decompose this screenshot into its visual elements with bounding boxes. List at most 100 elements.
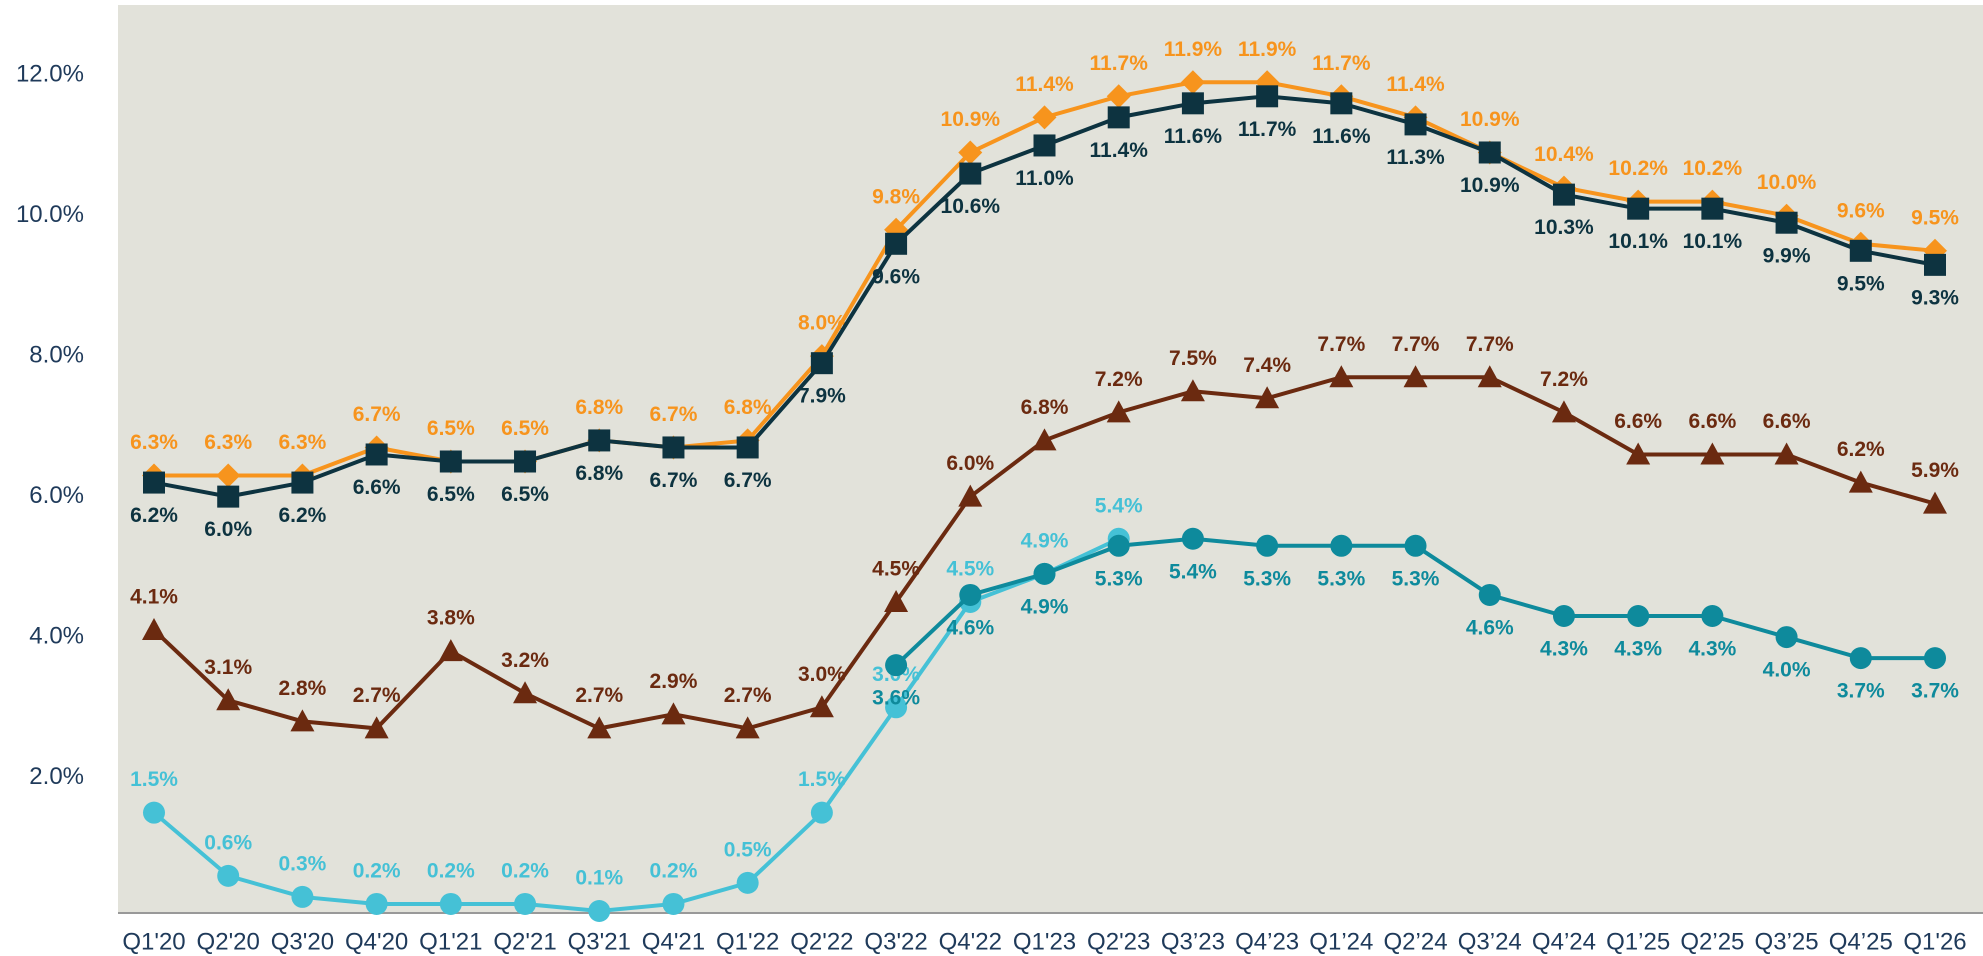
marker	[1701, 605, 1724, 628]
marker	[662, 436, 685, 459]
data-label: 11.4%	[1090, 139, 1149, 162]
marker	[736, 871, 759, 894]
marker	[958, 140, 983, 165]
data-label: 4.6%	[946, 616, 994, 639]
x-tick-label: Q1’25	[1606, 928, 1670, 955]
marker	[1924, 647, 1946, 670]
marker	[662, 892, 685, 915]
data-label: 6.7%	[353, 403, 401, 426]
data-label: 5.9%	[1911, 459, 1959, 482]
data-label: 3.2%	[501, 649, 549, 672]
x-tick-label: Q1'21	[419, 928, 482, 955]
x-tick-label: Q2’24	[1384, 928, 1448, 955]
data-label: 6.0%	[204, 518, 252, 541]
data-label: 6.3%	[130, 431, 178, 454]
marker	[735, 716, 760, 739]
x-tick-label: Q4'20	[345, 928, 408, 955]
marker	[588, 899, 611, 922]
x-tick-label: Q4’24	[1532, 928, 1596, 955]
x-tick-label: Q3'21	[568, 928, 631, 955]
data-label: 4.9%	[1021, 529, 1069, 552]
y-tick-label: 4.0%	[29, 622, 84, 649]
data-label: 11.0%	[1015, 167, 1074, 190]
data-label: 7.7%	[1466, 333, 1514, 356]
marker	[1848, 470, 1873, 493]
data-label: 7.2%	[1095, 368, 1143, 391]
data-label: 6.7%	[650, 403, 698, 426]
data-label: 3.6%	[872, 687, 920, 710]
marker	[364, 716, 389, 739]
marker	[1849, 647, 1872, 670]
x-tick-label: Q1'20	[122, 928, 185, 955]
data-label: 2.7%	[575, 684, 623, 707]
marker	[1775, 626, 1798, 649]
data-label: 4.3%	[1540, 638, 1588, 661]
data-label: 0.3%	[278, 852, 326, 875]
data-label: 9.6%	[1837, 199, 1885, 222]
marker	[1033, 134, 1056, 157]
data-label: 5.3%	[1392, 567, 1440, 590]
marker	[513, 681, 538, 704]
data-label: 4.5%	[872, 558, 920, 581]
data-label: 6.2%	[278, 504, 326, 527]
x-tick-label: Q1'22	[716, 928, 779, 955]
data-label: 10.1%	[1683, 230, 1743, 253]
data-label: 4.5%	[946, 558, 994, 581]
data-label: 9.5%	[1837, 272, 1885, 295]
data-label: 10.9%	[941, 108, 1001, 131]
data-label: 6.6%	[1763, 410, 1811, 433]
marker	[1552, 605, 1575, 628]
marker	[885, 696, 908, 719]
marker	[438, 639, 463, 662]
data-label: 6.6%	[353, 476, 401, 499]
marker	[884, 589, 909, 612]
marker	[1849, 239, 1872, 262]
x-tick-label: Q3'20	[271, 928, 334, 955]
marker	[439, 892, 462, 915]
data-label: 4.0%	[1763, 659, 1811, 682]
data-label: 1.5%	[798, 768, 846, 791]
data-label: 3.7%	[1837, 680, 1885, 703]
data-label: 2.9%	[650, 670, 698, 693]
data-label: 5.3%	[1317, 567, 1365, 590]
data-label: 9.5%	[1911, 206, 1959, 229]
marker	[1330, 92, 1353, 115]
x-tick-label: Q2’25	[1680, 928, 1744, 955]
marker	[1477, 365, 1502, 388]
marker	[1180, 70, 1205, 95]
data-label: 10.1%	[1608, 230, 1668, 253]
y-tick-label: 12.0%	[16, 61, 84, 88]
marker	[1180, 379, 1205, 402]
x-tick-label: Q1'26	[1903, 928, 1966, 955]
data-label: 7.5%	[1169, 347, 1217, 370]
data-label: 6.8%	[575, 396, 623, 419]
data-label: 11.7%	[1090, 52, 1149, 75]
data-label: 11.3%	[1386, 146, 1445, 169]
marker	[290, 709, 315, 732]
marker	[1106, 400, 1131, 423]
data-label: 6.5%	[427, 417, 475, 440]
marker	[142, 618, 166, 641]
marker	[1181, 92, 1204, 115]
marker	[1478, 583, 1501, 606]
marker	[1032, 428, 1057, 451]
marker	[1256, 534, 1279, 557]
data-label: 5.3%	[1095, 567, 1143, 590]
data-label: 7.7%	[1392, 333, 1440, 356]
data-label: 0.2%	[427, 860, 475, 883]
x-tick-label: Q2'21	[493, 928, 556, 955]
marker	[1551, 400, 1576, 423]
marker	[885, 654, 908, 677]
data-label: 11.4%	[1386, 73, 1445, 96]
data-label: 6.2%	[1837, 438, 1885, 461]
data-label: 7.4%	[1243, 354, 1291, 377]
marker	[1923, 491, 1947, 514]
x-tick-label: Q3’25	[1755, 928, 1819, 955]
marker	[1775, 211, 1798, 234]
data-label: 10.9%	[1460, 108, 1520, 131]
y-tick-label: 2.0%	[29, 763, 84, 790]
data-label: 6.3%	[204, 431, 252, 454]
data-label: 6.5%	[427, 483, 475, 506]
marker	[1329, 365, 1354, 388]
data-label: 9.3%	[1911, 286, 1959, 309]
